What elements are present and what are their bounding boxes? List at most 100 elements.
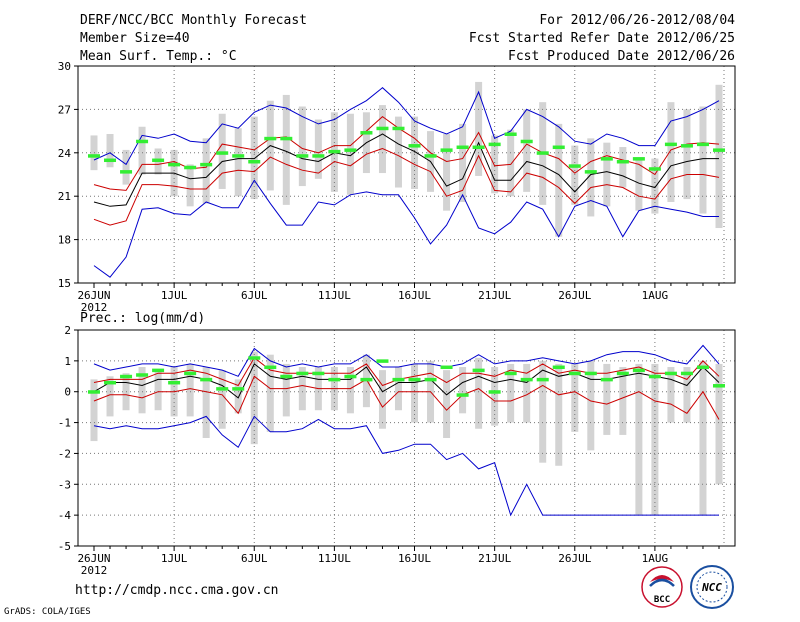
source-url[interactable]: http://cmdp.ncc.cma.gov.cn [75,583,279,598]
precip-observed-mark [328,377,341,382]
precip-xtick-label: 11JUL [318,552,351,565]
precip-ytick-label: -4 [58,509,72,522]
temp-xtick-label: 1AUG [642,289,669,302]
temp-observed-mark [104,158,117,163]
precip-observed-mark [552,365,565,370]
precip-spread-box [411,363,419,423]
temp-spread-box [186,164,194,207]
temp-observed-mark [376,126,389,131]
temp-observed-mark [168,162,181,167]
precip-observed-mark [104,380,117,385]
temperature-panel: 15 18 21 24 27 30 26JUN 1JUL 6JUL 11JUL 16JUL 21JUL… [58,60,736,314]
temp-spread-box [523,109,531,192]
precip-observed-mark [216,387,229,391]
temp-spread-box [202,138,210,204]
temp-spread-box [394,116,402,188]
precip-spread-box [266,354,274,432]
bcc-logo-text: BCC [654,595,670,605]
temp-xtick-label: 11JUL [318,289,351,302]
temp-observed-mark [200,162,213,167]
precip-xtick-label: 6JUL [241,552,268,565]
temp-observed-mark [520,139,533,144]
precip-spread-box [346,367,354,414]
precip-observed-mark [456,393,469,397]
precip-spread-box [667,367,675,423]
ncc-logo-text: NCC [701,581,722,594]
precip-spread-box [603,363,611,435]
temp-spread-box [683,109,691,200]
precip-observed-mark [200,377,213,382]
precip-observed-mark [568,371,581,376]
precip-xtick-label: 26JUL [558,552,591,565]
temp-observed-mark [232,154,245,158]
precip-observed-mark [584,371,597,376]
temp-xtick-label: 26JUL [558,289,591,302]
precip-observed-mark [296,371,309,376]
temp-min-line [93,179,719,278]
precip-spread-box [218,370,226,429]
precip-spread-box [523,363,531,423]
precip-observed-mark [360,377,373,382]
precip-ytick-label: -3 [58,478,71,491]
temp-spread-box [459,123,467,202]
precip-spread-box [443,370,451,438]
precip-max-line [93,344,720,377]
precip-observed-mark [376,359,389,363]
temp-sd-lower-line [93,147,720,226]
precip-spread-box [154,370,162,411]
precip-spread-box [298,367,306,411]
precip-observed-mark [232,387,245,391]
precip-observed-mark [120,374,133,379]
precip-xtick-label: 21JUL [478,552,511,565]
precip-spread-box [138,367,146,414]
temp-xtick-year: 2012 [81,301,108,314]
temp-spread-box [699,106,707,214]
precip-xtick-year: 2012 [81,564,108,577]
precip-spread-box [234,379,242,414]
bcc-logo-icon: BCC [641,566,683,608]
precip-observed-mark [88,390,100,394]
temp-observed-mark [713,148,725,152]
precip-xtick-label: 1AUG [642,552,669,565]
precip-spread-box [459,367,467,414]
temp-observed-mark [408,144,421,148]
temp-spread-box [619,147,627,188]
temp-spread-box [234,128,242,197]
precip-spread-box [571,363,579,432]
temp-xtick-label: 16JUL [398,289,431,302]
temp-spread-box [571,145,579,205]
temp-spread-box [282,94,290,205]
temp-spread-box [298,106,306,187]
precip-ytick-label: -5 [58,540,71,553]
temp-ytick-label: 15 [58,277,71,290]
temp-observed-mark [248,159,261,164]
temp-spread-box [603,142,611,207]
precip-min-line [93,415,719,517]
temp-observed-mark [344,148,357,152]
precip-observed-mark [168,380,181,385]
temp-observed-mark [360,131,373,135]
temp-spread-box [378,105,386,174]
member-size: Member Size=40 [80,31,190,46]
precip-spread-box [491,367,499,426]
precip-spread-box [619,367,627,435]
precip-observed-mark [488,390,501,394]
precip-observed-mark [680,371,693,376]
precip-observed-mark [408,377,421,382]
fcst-started-date: Fcst Started Refer Date 2012/06/25 [469,31,735,46]
precip-panel-title: Prec.: log(mm/d) [80,311,205,326]
precip-observed-mark [136,373,149,377]
precip-observed-mark [152,368,165,373]
precip-observed-mark [504,371,517,376]
temp-observed-mark [120,170,133,174]
precip-observed-mark [520,377,533,382]
temp-observed-mark [440,148,453,152]
temp-observed-mark [696,142,709,147]
precip-spread-box [394,367,402,411]
precip-ytick-label: -2 [58,447,71,460]
precip-sd-lower-line [93,375,720,420]
precip-mean-line [93,363,720,399]
precip-spread-box [378,370,386,429]
precip-spread-box [683,367,691,423]
precip-ytick-label: -1 [58,417,71,430]
